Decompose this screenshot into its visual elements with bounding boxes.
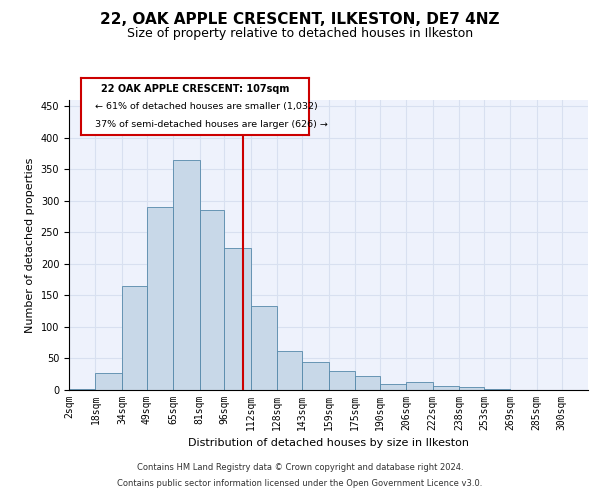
Text: 22, OAK APPLE CRESCENT, ILKESTON, DE7 4NZ: 22, OAK APPLE CRESCENT, ILKESTON, DE7 4N…: [100, 12, 500, 28]
Text: 37% of semi-detached houses are larger (626) →: 37% of semi-detached houses are larger (…: [95, 120, 328, 129]
Bar: [302, 362, 329, 390]
Y-axis label: Number of detached properties: Number of detached properties: [25, 158, 35, 332]
Bar: [355, 376, 380, 390]
Text: Contains HM Land Registry data © Crown copyright and database right 2024.: Contains HM Land Registry data © Crown c…: [137, 464, 463, 472]
Bar: [200, 210, 224, 390]
Bar: [277, 351, 302, 390]
Text: Contains public sector information licensed under the Open Government Licence v3: Contains public sector information licen…: [118, 478, 482, 488]
Bar: [224, 248, 251, 390]
Text: ← 61% of detached houses are smaller (1,032): ← 61% of detached houses are smaller (1,…: [95, 102, 317, 111]
X-axis label: Distribution of detached houses by size in Ilkeston: Distribution of detached houses by size …: [188, 438, 469, 448]
Bar: [95, 373, 122, 390]
Bar: [433, 386, 459, 390]
Bar: [146, 207, 173, 390]
Bar: [380, 384, 406, 390]
Bar: [329, 371, 355, 390]
Text: Size of property relative to detached houses in Ilkeston: Size of property relative to detached ho…: [127, 28, 473, 40]
Bar: [173, 160, 200, 390]
Bar: [459, 388, 484, 390]
Bar: [406, 382, 433, 390]
Bar: [122, 286, 146, 390]
Bar: [251, 306, 277, 390]
Text: 22 OAK APPLE CRESCENT: 107sqm: 22 OAK APPLE CRESCENT: 107sqm: [101, 84, 289, 94]
